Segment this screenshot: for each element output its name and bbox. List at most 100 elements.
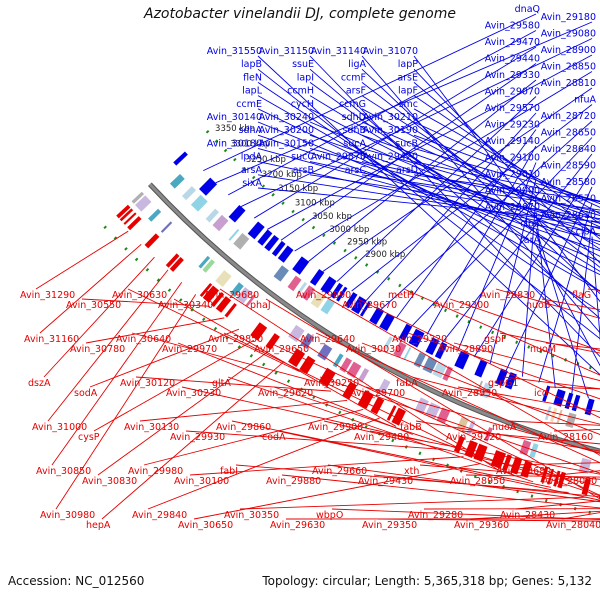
forward-gene-label: Avin_30140 (207, 112, 262, 123)
reverse-gene-label: Avin_28160 (538, 432, 593, 443)
forward-gene-label: ligA (348, 59, 366, 70)
reverse-gene-label: Avin_30550 (66, 300, 121, 311)
forward-gene-label: Avin_29420 (363, 152, 418, 163)
forward-feature-gene-block (545, 406, 552, 420)
forward-gene-label: ccmF (341, 72, 366, 83)
reverse-feature-gene-block (317, 344, 332, 361)
reverse-gene-label: gspF (484, 334, 506, 345)
reverse-gene-label: xth (404, 466, 419, 477)
forward-gene-label: Avin_29180 (541, 12, 596, 23)
forward-gene-label: Avin_28900 (541, 45, 596, 56)
reverse-feature-gene-block (215, 270, 231, 287)
topology-label: Topology: circular; Length: 5,365,318 bp… (262, 574, 592, 588)
forward-gene-label: Avin_31070 (363, 46, 418, 57)
reverse-labels: Avin_31290Avin_31160dszAAvin_31000Avin_3… (20, 231, 600, 531)
reverse-gene-label: nuoM (530, 344, 556, 355)
forward-gene-label: Avin_28650 (541, 128, 596, 139)
reverse-gene-label: phaJ (250, 300, 271, 311)
reverse-gene-label: Avin_29670 (342, 300, 397, 311)
forward-gene-label: Avin_28590 (541, 161, 596, 172)
forward-feature-gene-block (550, 408, 557, 422)
forward-gene-label: lapI (297, 72, 314, 83)
forward-gene-label: Avin_29870 (311, 152, 366, 163)
reverse-gene-label: Avin_29630 (270, 520, 325, 531)
reverse-gene-label: gspG1 (488, 378, 518, 389)
forward-gene-label: Avin_31550 (207, 46, 262, 57)
forward-gene-label: Avin_30190 (363, 125, 418, 136)
forward-gene-label: Avin_28850 (541, 62, 596, 73)
reverse-gene-label: Avin_28030 (542, 476, 597, 487)
forward-cds-gene-block (199, 178, 217, 196)
forward-gene-label: Avin_29140 (485, 136, 540, 147)
forward-gene-label: sucA (343, 138, 366, 149)
reverse-gene-label: Avin_29970 (162, 344, 217, 355)
forward-gene-label: arsD (396, 165, 418, 176)
forward-gene-label: fleN (243, 72, 262, 83)
forward-feature-gene-block (170, 174, 185, 189)
forward-gene-label: dnaQ (515, 4, 540, 15)
forward-gene-label: arsC (345, 165, 367, 176)
reverse-gene-label: Avin_29360 (454, 520, 509, 531)
reverse-leader-line (424, 508, 600, 509)
reverse-gene-label: Avin_30780 (70, 344, 125, 355)
tick-label: 2950 kbp (347, 238, 387, 248)
reverse-leader-line (98, 351, 269, 475)
forward-feature-gene-block (556, 410, 562, 424)
forward-feature-gene-block (274, 265, 289, 281)
reverse-gene-label: cysP (78, 432, 100, 443)
forward-gene-label: Avin_30150 (259, 138, 314, 149)
forward-gene-label: Avin_30180 (207, 138, 262, 149)
forward-gene-label: ssuE (292, 59, 314, 70)
forward-cds-gene-block (572, 395, 581, 412)
reverse-gene-label: gltA (212, 378, 231, 389)
forward-gene-label: arsF (346, 86, 366, 97)
reverse-gene-label: Avin_29650 (254, 344, 309, 355)
forward-cds-gene-block (310, 269, 324, 286)
reverse-gene-label: dszA (28, 378, 51, 389)
forward-gene-label: Avin_29440 (485, 54, 540, 65)
reverse-gene-label: wbpO (316, 510, 343, 521)
reverse-gene-label: Avin_30830 (82, 476, 137, 487)
forward-gene-label: lapP (398, 59, 418, 70)
forward-gene-label: sucB (395, 138, 418, 149)
reverse-gene-label: fabB (400, 422, 422, 433)
reverse-gene-label: codA (262, 432, 286, 443)
reverse-gene-label: nuoA (492, 422, 517, 433)
forward-feature-gene-block (212, 215, 228, 231)
forward-gene-label: Avin_29330 (485, 70, 540, 81)
forward-gene-label: arsA (241, 165, 263, 176)
forward-feature-gene-block (233, 233, 249, 250)
reverse-leader-line (588, 289, 600, 378)
forward-gene-label: lpdA (241, 152, 263, 163)
reverse-gene-label: Avin_30650 (178, 520, 233, 531)
forward-gene-label: lapB (241, 59, 262, 70)
forward-gene-label: Avin_29070 (485, 87, 540, 98)
forward-gene-label: Avin_30210 (363, 112, 418, 123)
forward-cds-gene-block (474, 360, 487, 378)
tick-label: 2900 kbp (365, 250, 405, 260)
reverse-gene-label: hepA (86, 520, 111, 531)
reverse-gene-label: Avin_30100 (174, 476, 229, 487)
forward-gene-label: Avin_28810 (541, 78, 596, 89)
forward-gene-label: ccmG (339, 99, 366, 110)
reverse-gene-label: Avin_29880 (266, 476, 321, 487)
reverse-gene-label: fabA (396, 378, 418, 389)
reverse-gene-label: nuoB (526, 300, 550, 311)
reverse-gene-label: flaG (572, 290, 591, 301)
forward-gene-label: Avin_29230 (485, 120, 540, 131)
reverse-gene-label: icd (534, 388, 548, 399)
forward-cds-gene-block (229, 205, 246, 223)
reverse-leader-line (36, 231, 128, 289)
forward-feature-gene-block (191, 195, 208, 212)
forward-feature-gene-block (182, 186, 196, 200)
forward-gene-label: Avin_30200 (259, 125, 314, 136)
forward-gene-label: Avin_29570 (485, 103, 540, 114)
reverse-feature-gene-block (358, 368, 369, 383)
forward-gene-label: Avin_28580 (541, 177, 596, 188)
forward-gene-label: ccmH (287, 86, 314, 97)
forward-gene-label: nfuA (574, 95, 596, 106)
forward-gene-label: sixA (242, 178, 262, 189)
reverse-gene-label: Avin_29480 (354, 432, 409, 443)
forward-feature-gene-block (288, 276, 302, 292)
circular-genome-map: 3350 kbp3300 kbp3250 kbp3200 kbp3150 kbp… (0, 0, 600, 600)
